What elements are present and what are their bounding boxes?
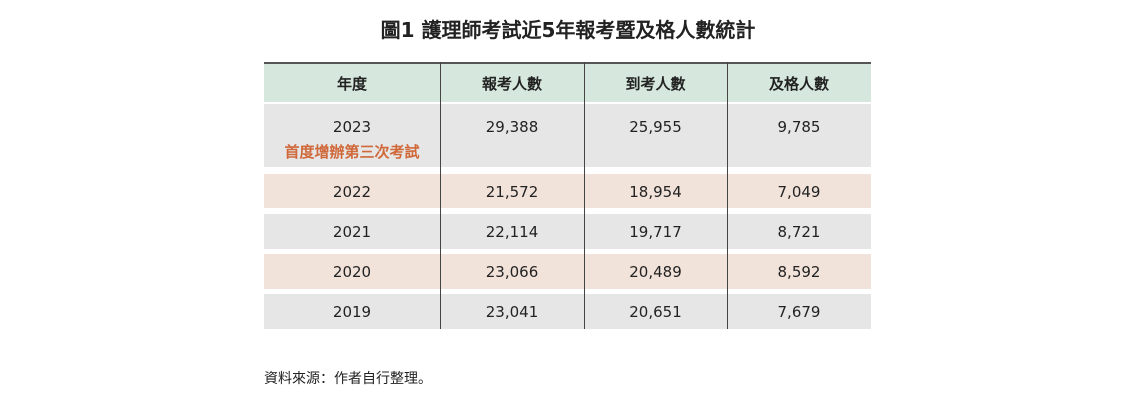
table-cell: 18,954 xyxy=(629,183,682,201)
row-bg xyxy=(264,294,871,329)
table-cell: 23,066 xyxy=(485,263,539,281)
table-cell: 2020 xyxy=(332,263,372,281)
table-cell: 25,955 xyxy=(629,118,682,136)
table-cell: 20,489 xyxy=(629,263,682,281)
header-cell: 年度 xyxy=(336,75,367,93)
table-cell: 2022 xyxy=(332,183,372,201)
header-row xyxy=(264,62,871,102)
table-cell: 2019 xyxy=(332,303,372,321)
table-cell: 9,785 xyxy=(777,118,821,136)
column-divider xyxy=(584,62,585,329)
header-cell: 報考人數 xyxy=(481,75,542,93)
header-cell: 及格人數 xyxy=(768,75,829,93)
table-title: 圖1 護理師考試近5年報考暨及格人數統計 xyxy=(380,18,756,42)
table-cell: 7,679 xyxy=(777,303,821,321)
row-bg xyxy=(264,254,871,289)
source-note: 資料來源：作者自行整理。 xyxy=(264,371,432,387)
table-cell: 19,717 xyxy=(629,223,682,241)
row-bg xyxy=(264,174,871,208)
column-divider xyxy=(440,62,441,329)
table-cell: 8,592 xyxy=(777,263,821,281)
table-cell: 20,651 xyxy=(629,303,682,321)
table-cell: 23,041 xyxy=(485,303,539,321)
table-cell: 2021 xyxy=(332,223,372,241)
table-cell: 22,114 xyxy=(485,223,539,241)
table-cell: 2023 xyxy=(332,118,372,136)
row-bg xyxy=(264,104,871,167)
table-cell: 21,572 xyxy=(485,183,539,201)
table-cell: 8,721 xyxy=(777,223,821,241)
table-cell: 29,388 xyxy=(485,118,539,136)
table-cell: 7,049 xyxy=(777,183,821,201)
header-cell: 到考人數 xyxy=(625,75,686,93)
column-divider xyxy=(727,62,728,329)
row-note: 首度增辦第三次考試 xyxy=(284,143,420,161)
row-bg xyxy=(264,214,871,249)
